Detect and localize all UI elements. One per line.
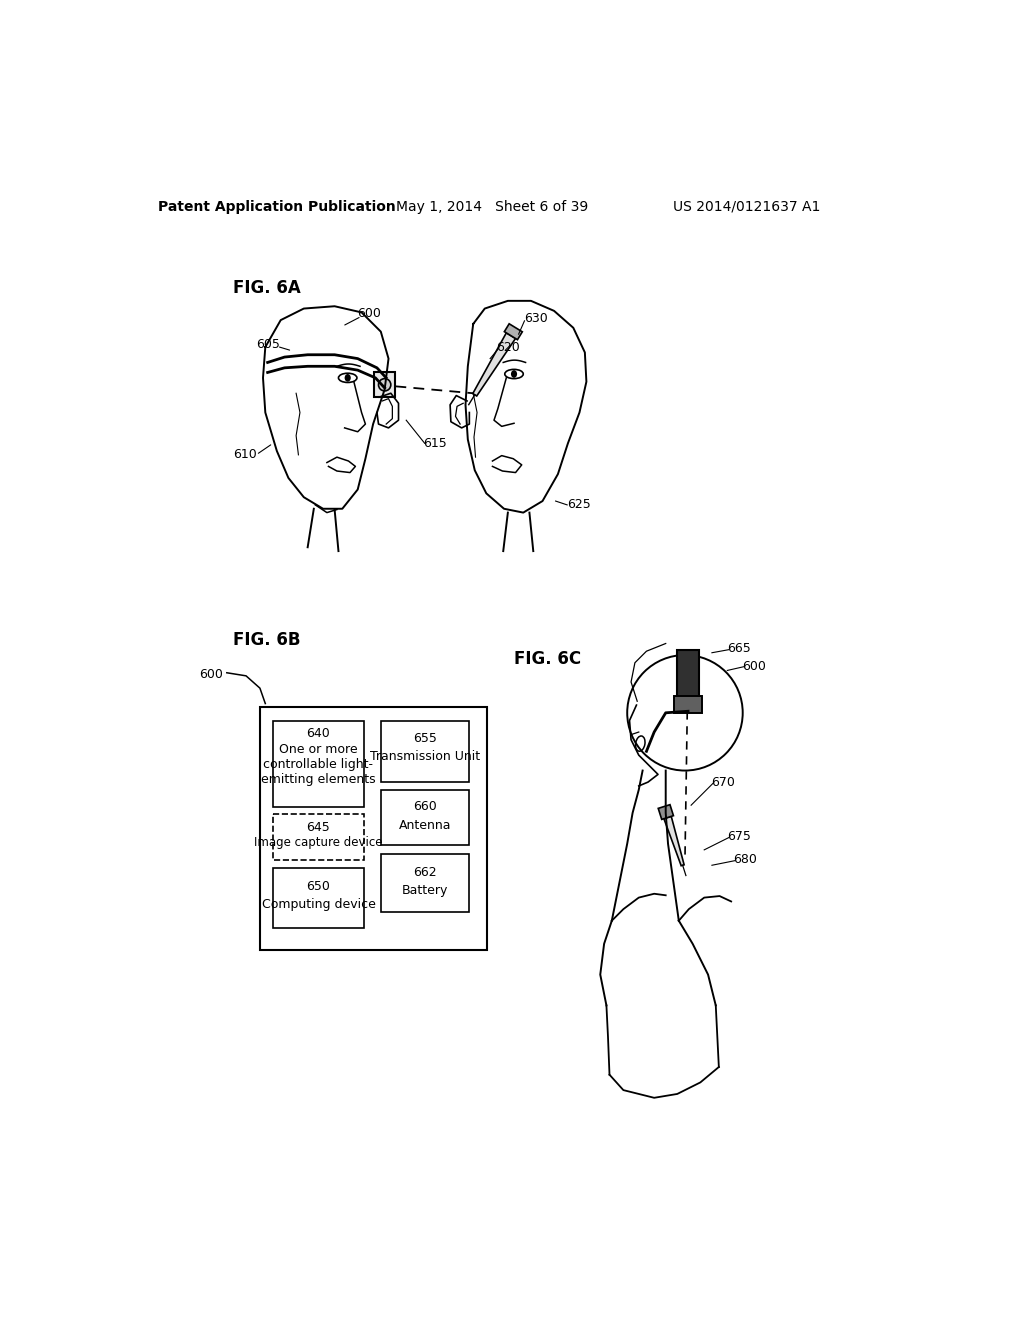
Bar (674, 696, 701, 713)
Ellipse shape (511, 370, 517, 378)
Text: 660: 660 (414, 800, 437, 813)
Circle shape (379, 379, 391, 391)
Text: emitting elements: emitting elements (261, 772, 376, 785)
Text: 662: 662 (414, 866, 437, 879)
Text: 600: 600 (742, 660, 766, 673)
Text: FIG. 6B: FIG. 6B (233, 631, 300, 648)
Polygon shape (664, 816, 684, 866)
Text: One or more: One or more (280, 743, 357, 756)
Text: Battery: Battery (401, 884, 449, 898)
Text: Transmission Unit: Transmission Unit (370, 750, 480, 763)
Text: 620: 620 (496, 341, 520, 354)
Text: 675: 675 (727, 829, 751, 842)
Ellipse shape (345, 374, 351, 381)
Text: US 2014/0121637 A1: US 2014/0121637 A1 (673, 199, 820, 214)
Text: 650: 650 (306, 880, 331, 894)
Bar (273, 813, 364, 859)
Bar (273, 721, 364, 807)
Text: May 1, 2014   Sheet 6 of 39: May 1, 2014 Sheet 6 of 39 (396, 199, 589, 214)
Bar (381, 854, 469, 912)
Text: 665: 665 (727, 643, 751, 656)
Text: 670: 670 (712, 776, 735, 788)
Text: 625: 625 (567, 499, 591, 511)
Text: 645: 645 (306, 821, 331, 834)
Text: FIG. 6C: FIG. 6C (514, 649, 582, 668)
Text: 615: 615 (423, 437, 446, 450)
Polygon shape (658, 805, 674, 820)
Text: Image capture device: Image capture device (254, 837, 383, 850)
Text: Patent Application Publication: Patent Application Publication (158, 199, 395, 214)
Text: 640: 640 (306, 727, 331, 741)
Text: 605: 605 (256, 338, 280, 351)
Text: Antenna: Antenna (398, 818, 452, 832)
Text: FIG. 6A: FIG. 6A (233, 279, 301, 297)
Text: Computing device: Computing device (261, 898, 376, 911)
Bar (381, 721, 469, 781)
Text: 630: 630 (524, 312, 548, 325)
Bar (273, 869, 364, 928)
Text: 600: 600 (357, 308, 381, 321)
Polygon shape (505, 323, 522, 339)
Text: 680: 680 (733, 853, 757, 866)
Text: 655: 655 (413, 731, 437, 744)
Bar (381, 789, 469, 845)
Text: controllable light-: controllable light- (263, 758, 374, 771)
Bar (260, 708, 487, 950)
Polygon shape (473, 333, 515, 396)
Text: 610: 610 (232, 449, 256, 462)
Bar (374, 372, 395, 397)
Text: 600: 600 (200, 668, 223, 681)
Bar (677, 649, 698, 700)
